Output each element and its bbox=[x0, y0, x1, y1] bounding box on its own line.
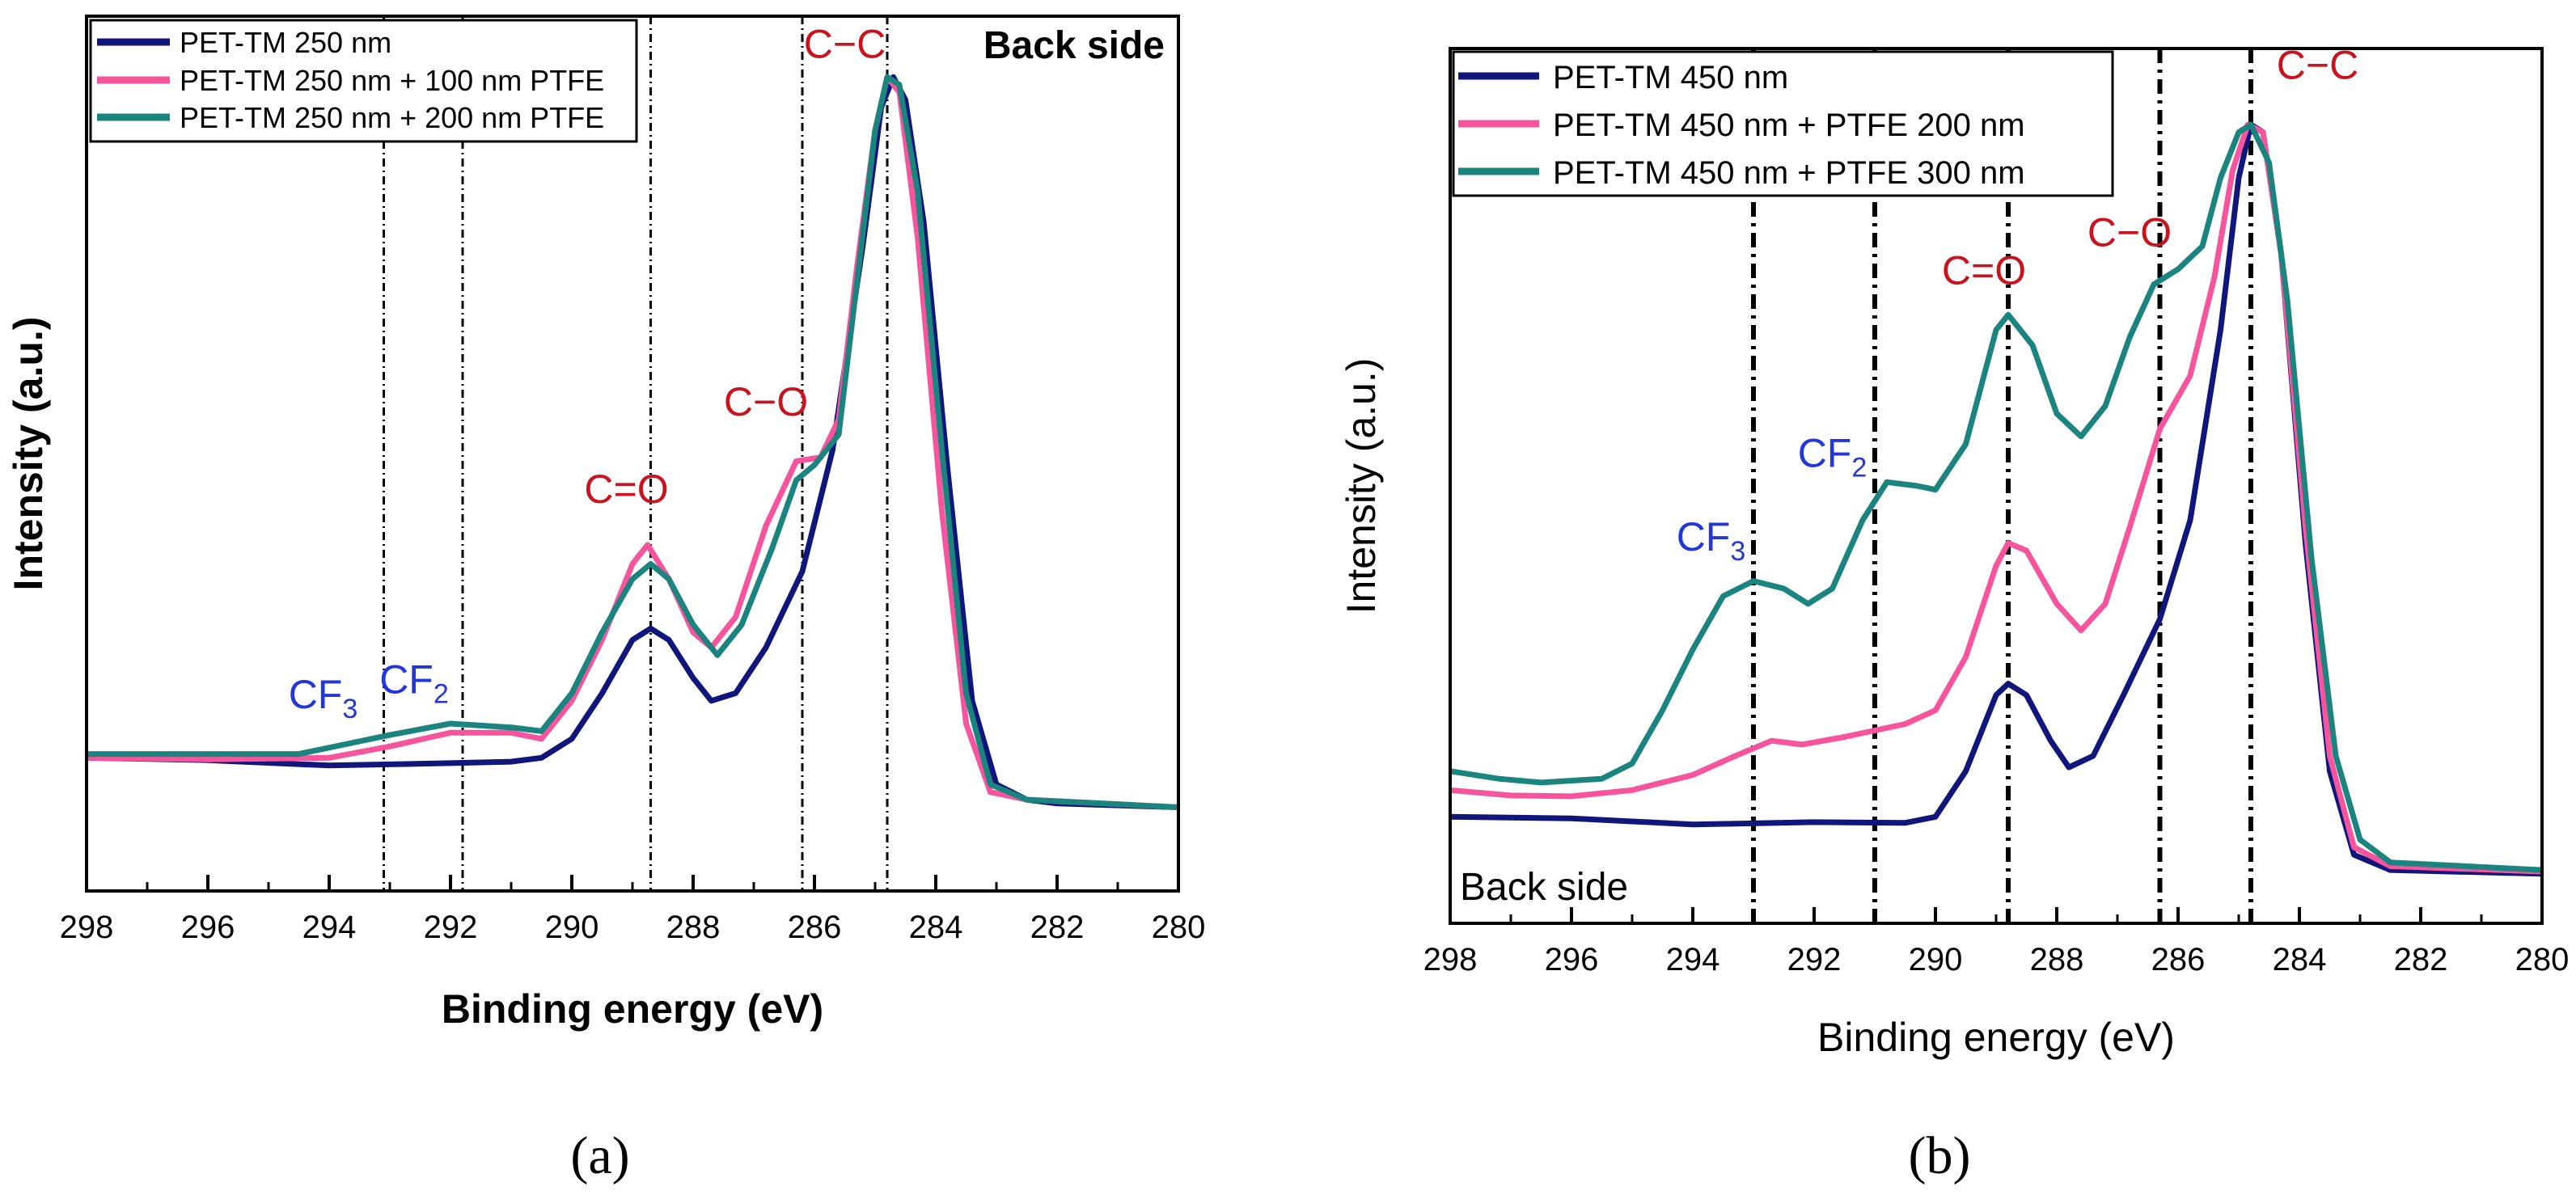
x-tick-label-b-7: 284 bbox=[2273, 942, 2327, 977]
series-line-a-1 bbox=[86, 74, 1179, 810]
peak-label-b-0: C−C bbox=[2277, 43, 2358, 88]
reference-lines-a bbox=[383, 16, 889, 891]
series-line-b-2 bbox=[1449, 121, 2543, 873]
legend-label-b-0: PET-TM 450 nm bbox=[1553, 60, 1788, 95]
x-tick-label-a-7: 284 bbox=[909, 910, 963, 945]
series-group-a bbox=[86, 74, 1179, 810]
y-axis-label-b: Intensity (a.u.) bbox=[1339, 358, 1384, 614]
peak-label-a-2: C=O bbox=[584, 467, 668, 512]
x-tick-label-a-9: 280 bbox=[1152, 910, 1206, 945]
x-tick-label-a-6: 286 bbox=[788, 910, 842, 945]
x-tick-label-b-6: 286 bbox=[2151, 942, 2206, 977]
panel-label-b: (b) bbox=[1909, 1126, 1971, 1185]
series-line-a-0 bbox=[86, 74, 1179, 810]
x-tick-label-b-3: 292 bbox=[1787, 942, 1842, 977]
peak-label-a-4: CF2 bbox=[379, 656, 449, 709]
peak-label-a-3: CF3 bbox=[289, 672, 358, 724]
corner-text-b: Back side bbox=[1460, 866, 1628, 909]
x-tick-label-a-1: 296 bbox=[181, 910, 235, 945]
peak-label-a-1: C−O bbox=[724, 379, 808, 424]
x-axis-ticks-b: 298 296 294 292 290 288 286 284 282 280 bbox=[1423, 907, 2570, 977]
peak-annotations-a: C−C C−O C=O CF3 CF2 bbox=[289, 22, 886, 724]
peak-label-b-4: CF2 bbox=[1798, 430, 1867, 483]
peak-label-b-2: C=O bbox=[1942, 248, 2026, 293]
legend-label-a-0: PET-TM 250 nm bbox=[180, 26, 391, 59]
peak-label-a-0: C−C bbox=[804, 22, 886, 67]
legend-label-b-2: PET-TM 450 nm + PTFE 300 nm bbox=[1553, 155, 2025, 191]
peak-label-b-1: C−O bbox=[2087, 210, 2172, 255]
x-tick-label-a-5: 288 bbox=[666, 910, 721, 945]
x-tick-label-b-1: 296 bbox=[1545, 942, 1599, 977]
x-tick-label-b-8: 282 bbox=[2394, 942, 2448, 977]
legend-label-a-1: PET-TM 250 nm + 100 nm PTFE bbox=[180, 64, 604, 97]
series-line-b-0 bbox=[1449, 121, 2543, 877]
x-axis-ticks-a: 298 296 294 292 290 288 286 284 282 280 bbox=[60, 875, 1206, 945]
panel-label-a: (a) bbox=[570, 1126, 629, 1185]
x-tick-label-b-0: 298 bbox=[1423, 942, 1478, 977]
chart-panel-b: 298 296 294 292 290 288 286 284 282 280 Binding e… bbox=[1339, 43, 2569, 1060]
legend-label-a-2: PET-TM 250 nm + 200 nm PTFE bbox=[180, 101, 604, 134]
x-axis-label-b: Binding energy (eV) bbox=[1817, 1015, 2175, 1060]
legend-box-a bbox=[89, 19, 638, 143]
legend-a: PET-TM 250 nm PET-TM 250 nm + 100 nm PTF… bbox=[89, 19, 638, 143]
corner-text-a: Back side bbox=[983, 24, 1165, 67]
x-tick-label-a-3: 292 bbox=[424, 910, 478, 945]
legend-label-b-1: PET-TM 450 nm + PTFE 200 nm bbox=[1553, 108, 2025, 143]
peak-label-b-3: CF3 bbox=[1677, 514, 1746, 567]
series-group-b bbox=[1449, 121, 2543, 877]
x-tick-label-a-4: 290 bbox=[545, 910, 599, 945]
legend-b: PET-TM 450 nm PET-TM 450 nm + PTFE 200 n… bbox=[1452, 50, 2114, 197]
x-tick-label-b-5: 288 bbox=[2030, 942, 2084, 977]
series-line-b-1 bbox=[1449, 121, 2543, 875]
x-tick-label-a-8: 282 bbox=[1030, 910, 1085, 945]
series-line-a-2 bbox=[87, 74, 1179, 810]
chart-panel-a: 298 296 294 292 290 288 286 284 282 280 Binding e… bbox=[6, 15, 1206, 1032]
x-tick-label-a-2: 294 bbox=[302, 910, 357, 945]
y-axis-label-a: Intensity (a.u.) bbox=[6, 317, 51, 591]
peak-annotations-b: C−C C−O C=O CF3 CF2 bbox=[1677, 43, 2359, 567]
legend-box-b bbox=[1452, 50, 2114, 197]
x-tick-label-b-4: 290 bbox=[1909, 942, 1963, 977]
x-tick-label-a-0: 298 bbox=[60, 910, 114, 945]
x-tick-label-b-9: 280 bbox=[2515, 942, 2570, 977]
x-tick-label-b-2: 294 bbox=[1666, 942, 1720, 977]
x-axis-label-a: Binding energy (eV) bbox=[442, 986, 823, 1032]
